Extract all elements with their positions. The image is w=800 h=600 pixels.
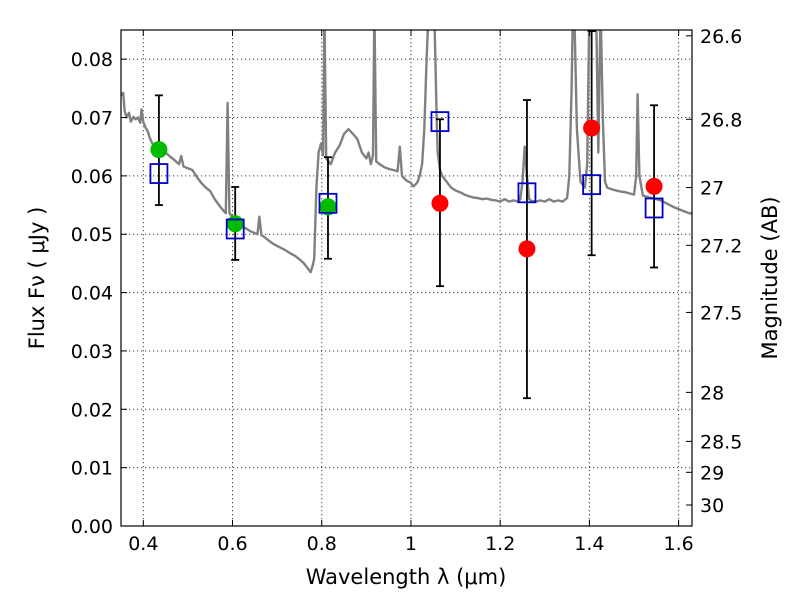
y2-tick-label: 27.5 <box>700 302 742 324</box>
y-tick-label: 0.00 <box>71 516 113 538</box>
model-box-layer <box>149 111 664 240</box>
model-photometry-box <box>517 182 537 204</box>
x-tick-label: 0.8 <box>307 533 337 555</box>
y-tick-label: 0.04 <box>71 283 113 305</box>
observed-point <box>431 194 449 212</box>
y2-tick-label: 26.8 <box>700 109 742 131</box>
y2-tick-label: 28 <box>700 382 724 404</box>
grid <box>121 30 692 527</box>
y-tick-labels: 0.00 0.01 0.02 0.03 0.04 0.05 0.06 0.07 0.08 <box>71 49 113 538</box>
model-spectrum-layer <box>121 30 692 274</box>
observed-point <box>645 177 663 195</box>
observed-point <box>226 215 244 233</box>
model-spectrum-line <box>121 30 692 274</box>
x-tick-label: 1.6 <box>664 533 694 555</box>
y2-tick-label: 27.2 <box>700 235 742 257</box>
model-photometry-box <box>430 111 450 133</box>
y2-tick-label: 28.5 <box>700 431 742 453</box>
x-tick-labels: 0.4 0.6 0.8 1 1.2 1.4 1.6 <box>128 533 694 555</box>
x-tick-label: 1.2 <box>485 533 515 555</box>
observed-point <box>150 141 168 159</box>
tick-marks <box>121 30 692 527</box>
plot-frame <box>120 29 693 527</box>
y2-tick-labels: 26.6 26.8 27 27.2 27.5 28 28.5 29 30 <box>700 26 742 517</box>
observed-point <box>518 240 536 258</box>
model-photometry-box <box>149 163 169 184</box>
x-axis-label: Wavelength λ (μm) <box>306 565 507 589</box>
y2-tick-label: 26.6 <box>700 26 742 48</box>
x-tick-label: 0.6 <box>217 533 247 555</box>
model-photometry-box <box>582 174 602 196</box>
observed-point <box>583 119 601 137</box>
model-photometry-box <box>318 192 338 214</box>
x-tick-label: 1 <box>405 533 417 555</box>
x-tick-label: 0.4 <box>128 533 158 555</box>
y-tick-label: 0.06 <box>71 166 113 188</box>
data-point-layer <box>150 119 663 258</box>
y-tick-label: 0.08 <box>71 49 113 71</box>
y-tick-label: 0.03 <box>71 341 113 363</box>
x-tick-label: 1.4 <box>574 533 604 555</box>
y-tick-label: 0.07 <box>71 108 113 130</box>
y2-axis-label: Magnitude (AB) <box>758 196 782 359</box>
y2-tick-label: 30 <box>700 495 724 517</box>
y2-tick-label: 29 <box>700 462 724 484</box>
y2-tick-label: 27 <box>700 178 724 200</box>
y-tick-label: 0.05 <box>71 224 113 246</box>
y-axis-label: Flux Fν ( μJy ) <box>25 207 49 350</box>
y-tick-label: 0.02 <box>71 399 113 421</box>
model-photometry-box <box>644 197 664 219</box>
y-tick-label: 0.01 <box>71 458 113 480</box>
model-photometry-box <box>225 218 245 240</box>
